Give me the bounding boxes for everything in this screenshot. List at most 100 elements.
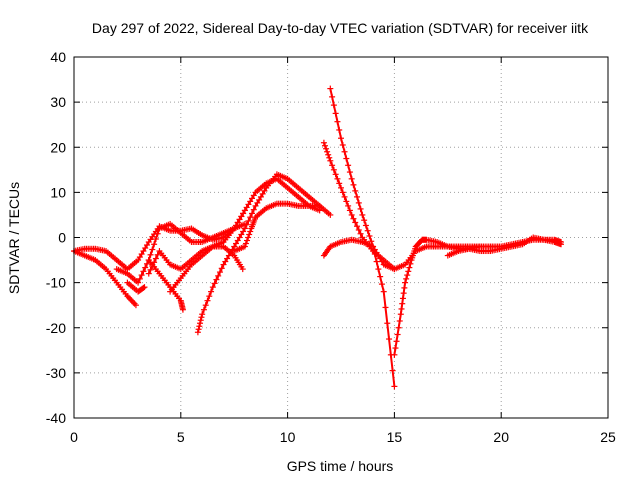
data-point [247,214,254,221]
axes: 0 5 10 15 20 25 -40 -30 -20 -10 0 10 20 30 40 [46,49,616,445]
data-point [151,241,158,248]
data-point [327,211,334,218]
data-point [375,252,382,259]
series-trace-b [71,248,139,309]
data-point [227,249,234,256]
data-point [240,228,247,235]
data-point [324,148,331,155]
series-trace-i [231,200,323,255]
data-point [242,240,249,247]
data-point [341,148,348,155]
data-point [355,226,362,233]
grid [74,57,608,418]
data-point [232,240,239,247]
data-point [321,142,328,149]
data-point [357,205,364,212]
data-point [326,154,333,161]
data-point [323,145,330,152]
data-point [154,251,161,258]
data-point [366,232,373,239]
data-point [179,306,186,313]
data-point [338,135,344,142]
data-point [397,311,404,318]
data-point [399,295,406,302]
data-point [354,223,361,230]
y-tick-label: -10 [46,275,66,291]
data-point [142,245,149,252]
data-point [378,258,385,265]
data-point [377,273,384,280]
data-point [209,284,216,291]
y-tick-label: 30 [50,94,66,110]
data-point [256,196,263,203]
data-point [252,202,259,209]
data-point [362,222,369,229]
data-point [216,269,223,276]
data-point [238,231,245,238]
data-point [135,257,142,264]
data-point [224,255,231,262]
data-point [152,255,159,262]
x-tick-label: 25 [600,429,616,445]
data-point [208,288,215,295]
data-point [136,254,143,261]
data-point [329,93,336,100]
data-point [197,320,204,327]
data-point [135,279,142,286]
data-point [352,219,359,226]
data-point [382,304,389,311]
data-point [361,217,368,224]
series-trace-g [167,243,246,295]
x-tick-label: 10 [280,429,296,445]
data-point [243,204,250,211]
data-point [138,272,145,279]
data-point [357,230,364,237]
data-point [249,210,255,217]
data-point [400,290,407,297]
data-point [404,272,411,279]
series-trace-h [194,171,334,336]
data-point [199,311,206,318]
data-point [391,351,398,358]
data-point [231,225,238,232]
data-point [194,329,201,336]
data-point [198,314,205,321]
data-point [211,280,218,287]
data-point [234,219,241,226]
data-point [145,270,152,277]
data-point [241,207,248,214]
data-point [405,268,412,275]
data-point [200,306,207,313]
data-point [403,275,410,282]
data-point [247,198,254,205]
data-point [240,210,247,217]
data-point [332,110,339,117]
y-tick-label: -30 [46,365,66,381]
x-tick-label: 15 [387,429,403,445]
data-point [327,157,334,164]
series-line [393,236,562,355]
data-point [389,367,396,374]
data-point [246,231,253,238]
y-tick-label: 0 [58,230,66,246]
y-tick-label: 40 [50,49,66,65]
data-point [143,260,150,267]
data-series [71,85,565,390]
data-point [147,266,154,273]
data-point [370,243,377,250]
series-line [73,209,246,271]
series-trace-f [145,175,323,277]
data-point [401,284,408,291]
data-point [243,221,250,228]
data-point [250,206,257,213]
data-point [329,162,336,169]
data-point [202,302,209,309]
x-tick-label: 5 [177,429,185,445]
y-tick-label: -40 [46,410,66,426]
data-point [334,175,341,182]
data-point [244,237,251,244]
data-point [375,266,382,273]
data-point [377,255,384,262]
data-point [257,193,264,200]
